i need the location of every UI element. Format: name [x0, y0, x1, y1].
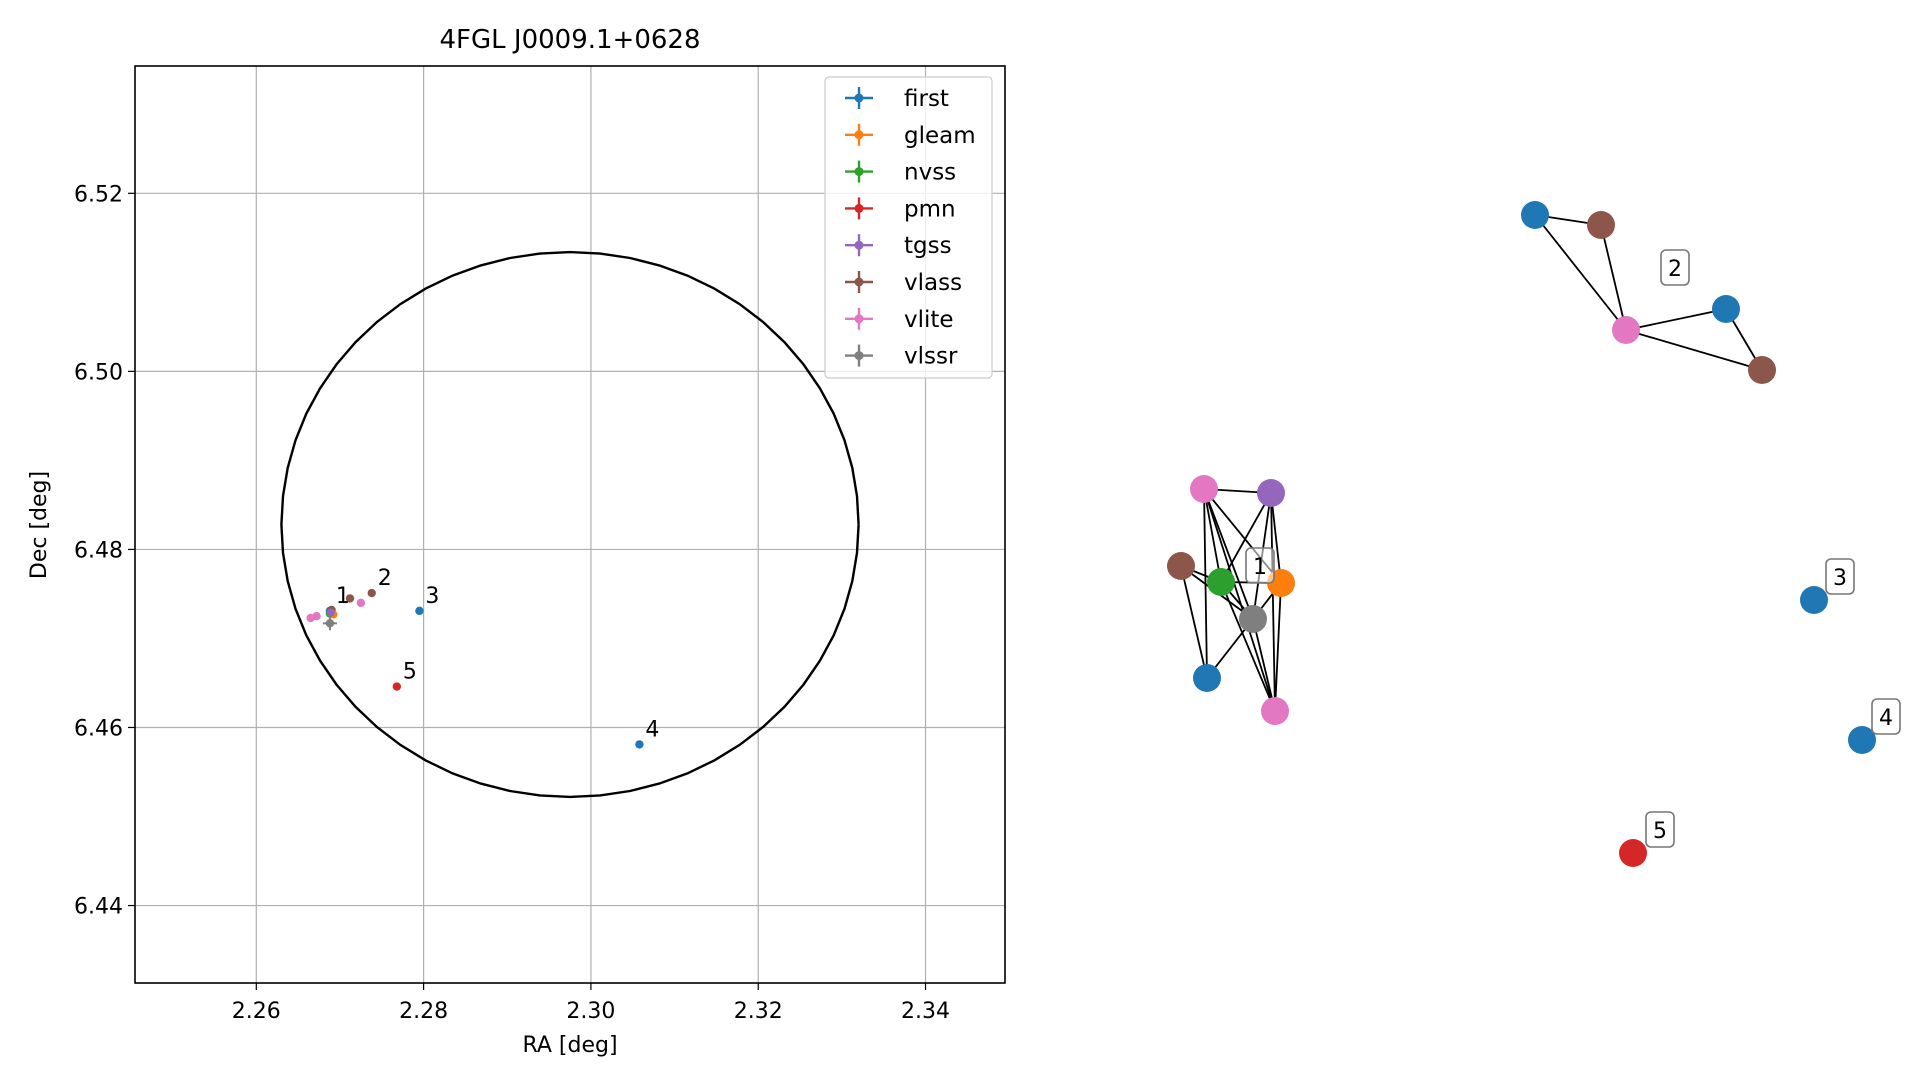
network-node-vlite — [1261, 697, 1289, 725]
legend-entries: first gleam nvss pmn tgss vlass vlite vlssr — [845, 86, 976, 370]
network-node-tgss — [1257, 479, 1285, 507]
group-label: 5 — [1653, 819, 1667, 844]
group-label: 2 — [1668, 257, 1682, 282]
node-labels-layer: 1 2 3 4 5 — [1245, 249, 1901, 848]
network-node-first — [1848, 726, 1876, 754]
data-point-first — [415, 606, 424, 616]
network-edge — [1180, 565, 1208, 679]
group-label-box — [1245, 547, 1275, 584]
group-label: 1 — [1253, 555, 1267, 580]
data-point-first — [635, 740, 644, 749]
point-annotation: 5 — [403, 660, 417, 685]
data-point-vlssr — [325, 619, 335, 628]
network-node-first — [1800, 586, 1828, 614]
legend-label-pmn: pmn — [904, 196, 956, 222]
y-tick-label: 6.50 — [74, 360, 123, 385]
legend: first gleam nvss pmn tgss vlass vlite vlssr — [824, 76, 993, 379]
point-annotation: 1 — [336, 584, 350, 609]
x-tick-label: 2.28 — [399, 999, 448, 1024]
data-point-vlite — [356, 598, 366, 608]
legend-label-first: first — [904, 86, 949, 112]
error-ellipse — [280, 250, 860, 799]
data-point-tgss — [326, 608, 335, 617]
legend-marker-dot — [854, 203, 864, 213]
data-point-vlite — [312, 612, 321, 621]
x-tick-label: 2.32 — [734, 999, 783, 1024]
group-label: 4 — [1879, 706, 1893, 731]
network-node-vlssr — [1239, 605, 1267, 633]
legend-marker-dot — [854, 130, 864, 140]
network-edge — [1203, 488, 1276, 712]
y-axis-label: Dec [deg] — [27, 471, 52, 579]
point-annotation: 2 — [378, 566, 392, 591]
network-edge — [1252, 618, 1276, 712]
legend-label-vlass: vlass — [904, 270, 962, 296]
point-annotation: 3 — [425, 584, 439, 609]
network-node-first — [1712, 295, 1740, 323]
point-annotation: 4 — [645, 717, 659, 742]
y-tick-label: 6.46 — [74, 716, 123, 741]
network-panel: 1 2 3 4 5 — [1167, 201, 1901, 867]
network-edge — [1220, 581, 1276, 712]
network-node-first — [1193, 664, 1221, 692]
data-point-vlass — [345, 594, 355, 603]
network-node-first — [1521, 201, 1549, 229]
data-point-vlass — [367, 588, 376, 598]
x-tick-label: 2.30 — [566, 999, 615, 1024]
plot-frame — [134, 65, 1006, 984]
legend-marker-dot — [854, 314, 864, 324]
scatter-panel: 4FGL J0009.1+0628 1 2 3 4 5 2.26 2.28 2.30 2.32… — [27, 25, 1006, 1058]
network-edge — [1203, 488, 1222, 583]
annotations-layer: 1 2 3 4 5 — [336, 566, 660, 742]
x-axis-label: RA [deg] — [522, 1033, 617, 1058]
group-label-box — [1645, 811, 1675, 848]
legend-label-vlssr: vlssr — [904, 344, 958, 370]
network-edge — [1220, 492, 1272, 583]
network-edge — [1274, 582, 1282, 712]
points-layer — [306, 588, 644, 749]
network-node-vlite — [1190, 475, 1218, 503]
network-edge — [1600, 224, 1627, 331]
network-node-vlass — [1748, 356, 1776, 384]
legend-label-vlite: vlite — [904, 307, 954, 333]
network-node-vlite — [1612, 316, 1640, 344]
x-tick-label: 2.34 — [901, 999, 950, 1024]
network-edge — [1270, 492, 1282, 584]
legend-box — [824, 76, 993, 379]
data-point-pmn — [392, 682, 402, 691]
group-label-box — [1825, 558, 1855, 595]
network-node-vlass — [1167, 552, 1195, 580]
network-edge — [1534, 214, 1627, 331]
legend-marker-dot — [854, 240, 864, 250]
legend-marker-dot — [854, 351, 864, 361]
legend-marker-dot — [854, 167, 864, 177]
y-tick-label: 6.52 — [74, 182, 123, 207]
ticks-layer: 2.26 2.28 2.30 2.32 2.34 6.44 6.46 6.48 6.50 6.52 — [74, 182, 950, 1024]
circle-layer — [280, 250, 860, 799]
group-label: 3 — [1833, 566, 1847, 591]
network-node-nvss — [1207, 568, 1235, 596]
network-edge — [1203, 488, 1254, 620]
group-label-box — [1660, 249, 1690, 286]
legend-marker-dot — [854, 93, 864, 103]
x-tick-label: 2.26 — [232, 999, 281, 1024]
network-node-pmn — [1619, 839, 1647, 867]
chart-title: 4FGL J0009.1+0628 — [440, 25, 701, 55]
legend-label-nvss: nvss — [904, 160, 956, 186]
legend-marker-dot — [854, 277, 864, 287]
y-tick-label: 6.44 — [74, 895, 123, 920]
legend-label-gleam: gleam — [904, 123, 976, 149]
y-tick-label: 6.48 — [74, 538, 123, 563]
network-edge — [1270, 492, 1276, 712]
network-edge — [1625, 308, 1727, 331]
network-node-vlass — [1587, 211, 1615, 239]
legend-label-tgss: tgss — [904, 233, 952, 259]
network-edge — [1625, 329, 1763, 371]
group-label-box — [1871, 698, 1901, 735]
